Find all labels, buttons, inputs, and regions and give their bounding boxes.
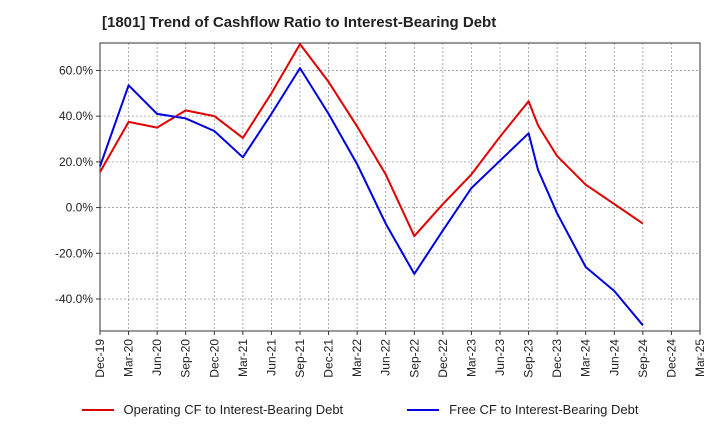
- y-tick-label: -40.0%: [55, 292, 93, 306]
- legend-item-operating-cf: Operating CF to Interest-Bearing Debt: [81, 402, 344, 417]
- chart-title: [1801] Trend of Cashflow Ratio to Intere…: [102, 14, 497, 31]
- x-tick-label: Sep-23: [522, 339, 536, 378]
- x-tick-label: Dec-19: [93, 339, 107, 378]
- x-tick-label: Mar-21: [236, 339, 250, 377]
- legend-swatch-free-cf: [407, 408, 440, 411]
- series-line-free-cf: [99, 67, 644, 326]
- x-tick-label: Jun-23: [493, 339, 507, 376]
- y-tick-label: 40.0%: [59, 109, 93, 123]
- x-tick-label: Jun-24: [607, 339, 621, 376]
- x-tick-label: Dec-23: [550, 339, 564, 378]
- x-tick-label: Mar-23: [464, 339, 478, 377]
- legend-item-free-cf: Free CF to Interest-Bearing Debt: [407, 402, 638, 417]
- series-line-operating-cf: [99, 43, 644, 238]
- x-tick-label: Mar-24: [579, 339, 593, 377]
- x-tick-label: Sep-20: [179, 339, 193, 378]
- legend: Operating CF to Interest-Bearing Debt Fr…: [0, 402, 720, 417]
- x-tick-label: Dec-24: [664, 339, 678, 378]
- legend-swatch-operating-cf: [81, 408, 114, 411]
- x-tick-label: Dec-20: [207, 339, 221, 378]
- x-tick-label: Dec-21: [322, 339, 336, 378]
- y-tick-label: 60.0%: [59, 63, 93, 77]
- x-tick-label: Mar-20: [122, 339, 136, 377]
- x-tick-label: Sep-21: [293, 339, 307, 378]
- x-tick-label: Jun-22: [379, 339, 393, 376]
- plot-frame: [99, 42, 701, 332]
- x-tick-label: Sep-22: [407, 339, 421, 378]
- x-tick-label: Mar-25: [693, 339, 707, 377]
- legend-label-operating-cf: Operating CF to Interest-Bearing Debt: [123, 402, 344, 417]
- x-tick-label: Dec-22: [436, 339, 450, 378]
- x-tick-label: Mar-22: [350, 339, 364, 377]
- x-tick-label: Jun-21: [264, 339, 278, 376]
- y-tick-label: -20.0%: [55, 246, 93, 260]
- legend-label-free-cf: Free CF to Interest-Bearing Debt: [449, 402, 639, 417]
- x-tick-label: Jun-20: [150, 339, 164, 376]
- y-tick-label: 0.0%: [66, 201, 94, 215]
- x-tick-label: Sep-24: [636, 339, 650, 378]
- y-tick-label: 20.0%: [59, 155, 93, 169]
